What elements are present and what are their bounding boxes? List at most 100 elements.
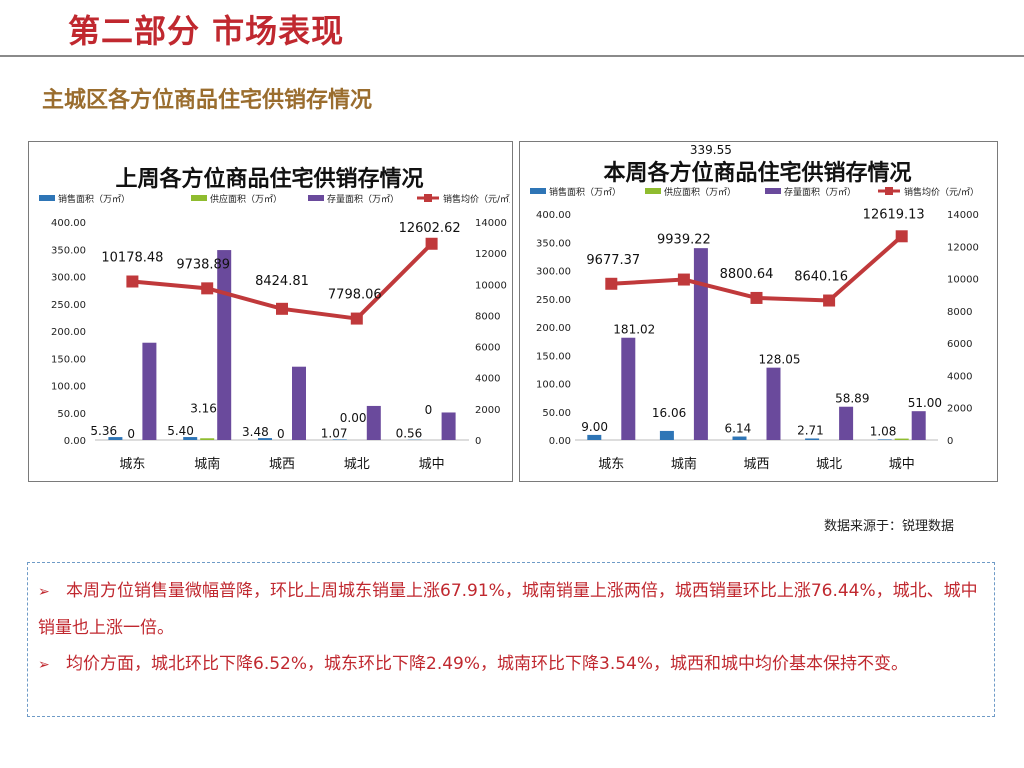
bar-data-label: 0: [425, 403, 433, 417]
bar-data-label: 0: [127, 427, 135, 441]
price-marker: [276, 302, 288, 315]
price-data-label: 9738.89: [176, 257, 230, 272]
bar-data-label: 0.56: [396, 427, 423, 441]
price-marker: [605, 277, 618, 290]
bar-stock: [292, 366, 306, 440]
price-data-label: 8640.16: [794, 270, 848, 285]
section-heading: 主城区各方位商品住宅供销存情况: [42, 88, 373, 113]
bar-stock: [621, 337, 636, 440]
bar-sales: [332, 439, 347, 440]
right-axis-tick-label: 12000: [475, 249, 507, 260]
right-axis-tick-label: 4000: [947, 371, 972, 382]
price-marker: [895, 230, 908, 243]
category-label: 城中: [419, 457, 445, 472]
left-axis-tick-label: 350.00: [536, 238, 571, 249]
bar-stock: [441, 412, 456, 440]
bar-data-label: 181.02: [613, 323, 655, 337]
right-axis-tick-label: 0: [947, 436, 953, 447]
chart-title: 上周各方位商品住宅供销存情况: [115, 166, 423, 192]
bar-data-label: 0.00: [340, 411, 367, 425]
price-data-label: 7798.06: [328, 288, 382, 303]
left-axis-tick-label: 250.00: [51, 300, 86, 311]
bar-data-label: 9.00: [581, 420, 608, 434]
bar-supply: [200, 438, 215, 440]
right-axis-tick-label: 4000: [475, 374, 500, 385]
price-data-label: 10178.48: [101, 251, 163, 266]
left-axis-tick-label: 250.00: [536, 295, 571, 306]
bar-data-label: 5.36: [90, 424, 117, 438]
summary-box: ➢ 本周方位销售量微幅普降，环比上周城东销量上涨67.91%，城南销量上涨两倍，城…: [27, 562, 995, 717]
bar-stock: [142, 342, 157, 440]
right-axis-tick-label: 0: [475, 436, 481, 447]
category-label: 城南: [194, 456, 220, 472]
bar-sales: [183, 437, 198, 440]
chart-panel-this-week: 本周各方位商品住宅供销存情况 销售面积（万㎡） 供应面积（万㎡） 存量面积（万㎡） 销售…: [519, 141, 998, 482]
right-axis-tick-label: 8000: [947, 307, 972, 318]
summary-text-sales: 本周方位销售量微幅普降，环比上周城东销量上涨67.91%，城南销量上涨两倍，城西…: [38, 581, 978, 638]
bar-data-label: 0: [277, 427, 285, 441]
bar-data-label: 2.71: [797, 423, 824, 437]
left-axis-tick-label: 150.00: [536, 351, 571, 362]
right-axis-tick-label: 2000: [475, 405, 500, 416]
bar-data-label: 5.40: [167, 424, 194, 438]
bar-stock: [693, 248, 708, 440]
price-data-label: 12619.13: [863, 207, 925, 222]
bar-data-label: 51.00: [908, 396, 942, 410]
legend-label: 存量面积（万㎡）: [784, 186, 856, 198]
legend-swatch: [39, 195, 55, 201]
right-axis-tick-label: 8000: [475, 311, 500, 322]
legend-marker-swatch: [424, 194, 432, 202]
category-label: 城北: [816, 457, 842, 472]
bar-data-label: 339.55: [690, 143, 732, 157]
legend-swatch: [645, 188, 661, 194]
bar-stock: [911, 411, 926, 440]
price-marker: [201, 282, 214, 295]
price-data-label: 8800.64: [720, 267, 774, 282]
price-data-label: 8424.81: [255, 274, 309, 289]
legend-swatch: [530, 188, 546, 194]
price-data-label: 9939.22: [657, 233, 711, 248]
left-axis-tick-label: 100.00: [51, 382, 86, 393]
right-axis-tick-label: 14000: [475, 218, 507, 229]
category-label: 城西: [269, 457, 295, 472]
legend-swatch: [191, 195, 207, 201]
arrow-bullet-icon: ➢: [38, 657, 50, 673]
slide-title: 第二部分 市场表现: [68, 12, 345, 50]
left-axis-tick-label: 300.00: [536, 267, 571, 278]
bar-data-label: 1.08: [870, 424, 897, 438]
title-divider: [0, 55, 1024, 57]
left-axis-tick-label: 350.00: [51, 245, 86, 256]
category-label: 城北: [344, 457, 370, 472]
legend-swatch: [765, 188, 781, 194]
bar-data-label: 16.06: [652, 406, 686, 420]
bar-stock: [839, 406, 854, 440]
bar-data-label: 58.89: [835, 392, 869, 406]
price-marker: [677, 273, 690, 286]
right-axis-tick-label: 14000: [947, 210, 979, 221]
data-source-note: 数据来源于：锐理数据: [824, 519, 955, 534]
legend-label: 销售面积（万㎡）: [58, 193, 130, 205]
price-marker: [750, 291, 763, 304]
bar-stock: [366, 405, 381, 440]
bar-data-label: 3.48: [242, 425, 269, 439]
bar-sales: [659, 430, 674, 440]
legend-label: 存量面积（万㎡）: [327, 193, 399, 205]
bar-stock: [766, 367, 781, 440]
category-label: 城西: [743, 457, 769, 472]
legend-label: 销售面积（万㎡）: [549, 186, 621, 198]
price-marker: [425, 237, 438, 250]
category-label: 城东: [598, 457, 624, 472]
bar-sales: [587, 434, 602, 440]
arrow-bullet-icon: ➢: [38, 584, 50, 600]
left-axis-tick-label: 150.00: [51, 354, 86, 365]
left-axis-tick-label: 400.00: [51, 218, 86, 229]
right-axis-tick-label: 6000: [947, 339, 972, 350]
legend-label: 供应面积（万㎡）: [210, 193, 282, 205]
summary-text-price: 均价方面，城北环比下降6.52%，城东环比下降2.49%，城南环比下降3.54%…: [66, 654, 909, 674]
price-marker: [126, 275, 139, 288]
bar-stock: [217, 250, 232, 440]
left-axis-tick-label: 400.00: [536, 210, 571, 221]
right-axis-tick-label: 2000: [947, 404, 972, 415]
category-label: 城南: [671, 456, 697, 472]
